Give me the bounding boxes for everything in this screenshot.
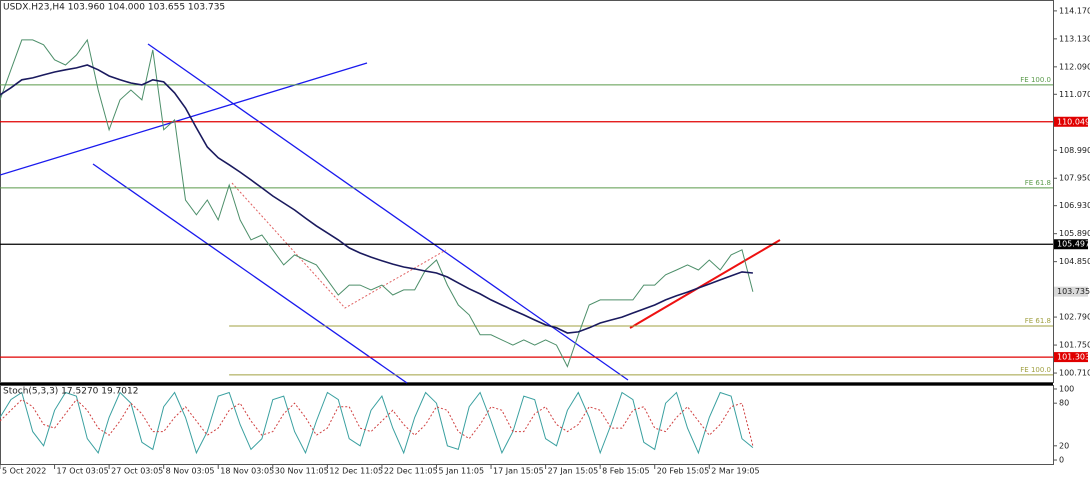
projection bbox=[231, 182, 447, 309]
price-tag-label: 110.049 bbox=[1057, 117, 1090, 126]
series-line bbox=[0, 398, 754, 447]
channel-lower bbox=[92, 163, 408, 384]
stoch-pane bbox=[0, 385, 1054, 465]
support-line bbox=[629, 239, 781, 329]
x-tick-label: 17 Jan 15:05 bbox=[493, 467, 544, 476]
y-tick-label: 100.710 bbox=[1059, 369, 1090, 378]
y-tick-label: 113.130 bbox=[1059, 34, 1090, 43]
channel-upper bbox=[147, 43, 629, 381]
y-tick-label: 107.950 bbox=[1059, 174, 1090, 183]
x-tick-label: 18 Nov 03:05 bbox=[220, 467, 274, 476]
x-tick-label: 8 Nov 03:05 bbox=[166, 467, 215, 476]
x-tick-label: 27 Jan 15:05 bbox=[548, 467, 599, 476]
pane-title: USDX.H23,H4 103.960 104.000 103.655 103.… bbox=[3, 3, 225, 13]
y-tick-label: 0 bbox=[1059, 456, 1064, 465]
price-tag-label: 101.303 bbox=[1057, 353, 1090, 362]
trendlines bbox=[0, 43, 781, 384]
level-label: FE 100.0 bbox=[1020, 76, 1051, 84]
y-tick-label: 105.890 bbox=[1059, 229, 1090, 238]
x-tick-label: 5 Jan 11:05 bbox=[438, 467, 484, 476]
pane-title: Stoch(5,3,3) 17.5270 19.7012 bbox=[3, 387, 138, 397]
level-label: FE 100.0 bbox=[1020, 366, 1051, 374]
last-price-tag bbox=[1054, 286, 1088, 297]
price-tag-label: 105.497 bbox=[1057, 240, 1090, 249]
price-tag bbox=[1054, 116, 1088, 127]
level-label: FE 61.8 bbox=[1025, 179, 1051, 187]
y-tick-label: 114.170 bbox=[1059, 6, 1090, 15]
price-tag bbox=[1054, 352, 1088, 363]
x-tick-label: 8 Feb 15:05 bbox=[602, 467, 649, 476]
x-tick-label: 27 Oct 03:05 bbox=[111, 467, 163, 476]
y-tick-label: 20 bbox=[1059, 441, 1069, 450]
x-tick-label: 17 Oct 03:05 bbox=[57, 467, 109, 476]
main-pane bbox=[0, 0, 1054, 383]
x-tick-label: 5 Oct 2022 bbox=[2, 467, 46, 476]
series-line bbox=[0, 64, 753, 334]
rising-line bbox=[0, 62, 368, 176]
x-tick-label: 30 Nov 11:05 bbox=[275, 467, 329, 476]
last-price-label: 103.735 bbox=[1057, 287, 1090, 296]
y-tick-label: 102.790 bbox=[1059, 313, 1090, 322]
y-tick-label: 100 bbox=[1059, 384, 1074, 393]
y-tick-label: 80 bbox=[1059, 399, 1069, 408]
y-tick-label: 104.850 bbox=[1059, 257, 1090, 266]
x-tick-label: 20 Feb 15:05 bbox=[657, 467, 709, 476]
x-tick-label: 2 Mar 19:05 bbox=[711, 467, 759, 476]
series-line bbox=[0, 38, 754, 368]
y-tick-label: 101.750 bbox=[1059, 341, 1090, 350]
y-tick-label: 112.090 bbox=[1059, 62, 1090, 71]
price-tag bbox=[1054, 239, 1088, 250]
x-tick-label: 22 Dec 11:05 bbox=[384, 467, 438, 476]
series-line bbox=[0, 391, 754, 455]
y-tick-label: 108.990 bbox=[1059, 146, 1090, 155]
y-tick-label: 111.070 bbox=[1059, 90, 1090, 99]
level-label: FE 61.8 bbox=[1025, 317, 1051, 325]
y-tick-label: 106.930 bbox=[1059, 201, 1090, 210]
x-tick-label: 12 Dec 11:05 bbox=[329, 467, 383, 476]
